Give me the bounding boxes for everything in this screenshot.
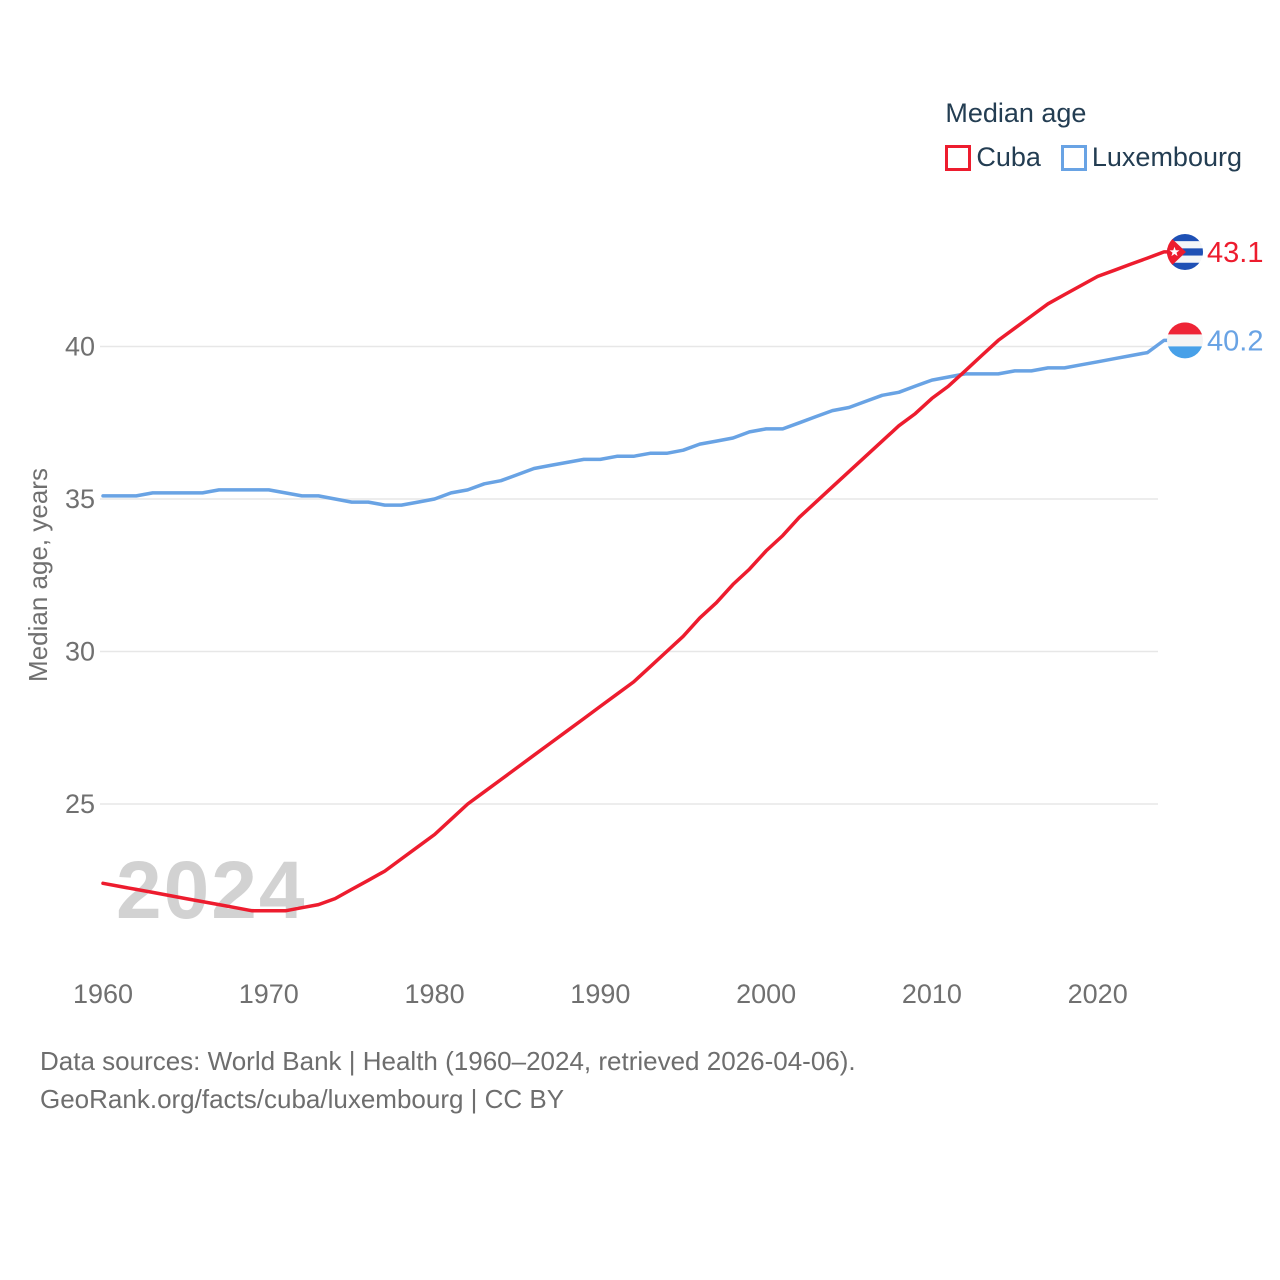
x-tick-2010: 2010 — [902, 979, 962, 1009]
cuba-legend-label: Cuba — [976, 142, 1041, 172]
x-tick-1990: 1990 — [570, 979, 630, 1009]
x-tick-2020: 2020 — [1068, 979, 1128, 1009]
footer: Data sources: World Bank | Health (1960–… — [40, 1042, 856, 1118]
y-tick-40: 40 — [65, 332, 95, 362]
x-tick-1960: 1960 — [73, 979, 133, 1009]
y-tick-25: 25 — [65, 789, 95, 819]
luxembourg-legend-swatch — [1060, 144, 1087, 171]
data-sources-line: Data sources: World Bank | Health (1960–… — [40, 1046, 856, 1076]
legend-item-cuba[interactable]: Cuba — [945, 142, 1041, 173]
attribution-line: GeoRank.org/facts/cuba/luxembourg | CC B… — [40, 1084, 565, 1114]
x-tick-1970: 1970 — [239, 979, 299, 1009]
y-tick-35: 35 — [65, 484, 95, 514]
luxembourg-flag-icon — [1167, 322, 1203, 359]
y-axis-title: Median age, years — [23, 468, 53, 682]
legend-title: Median age — [945, 98, 1087, 128]
legend-items: Cuba Luxembourg — [945, 142, 1242, 173]
y-tick-30: 30 — [65, 637, 95, 667]
cuba-legend-swatch — [945, 144, 972, 171]
luxembourg-legend-label: Luxembourg — [1091, 142, 1242, 172]
legend-item-luxembourg[interactable]: Luxembourg — [1060, 142, 1242, 173]
x-tick-2000: 2000 — [736, 979, 796, 1009]
luxembourg-end-value-label: 40.2 — [1207, 325, 1263, 357]
luxembourg-line-series[interactable] — [101, 338, 1187, 507]
cuba-end-value-label: 43.1 — [1207, 237, 1263, 269]
x-tick-1980: 1980 — [405, 979, 465, 1009]
cuba-line-series[interactable] — [101, 250, 1187, 913]
legend: Median age Cuba Luxembourg — [945, 98, 1242, 173]
cuba-flag-icon — [1167, 233, 1203, 270]
